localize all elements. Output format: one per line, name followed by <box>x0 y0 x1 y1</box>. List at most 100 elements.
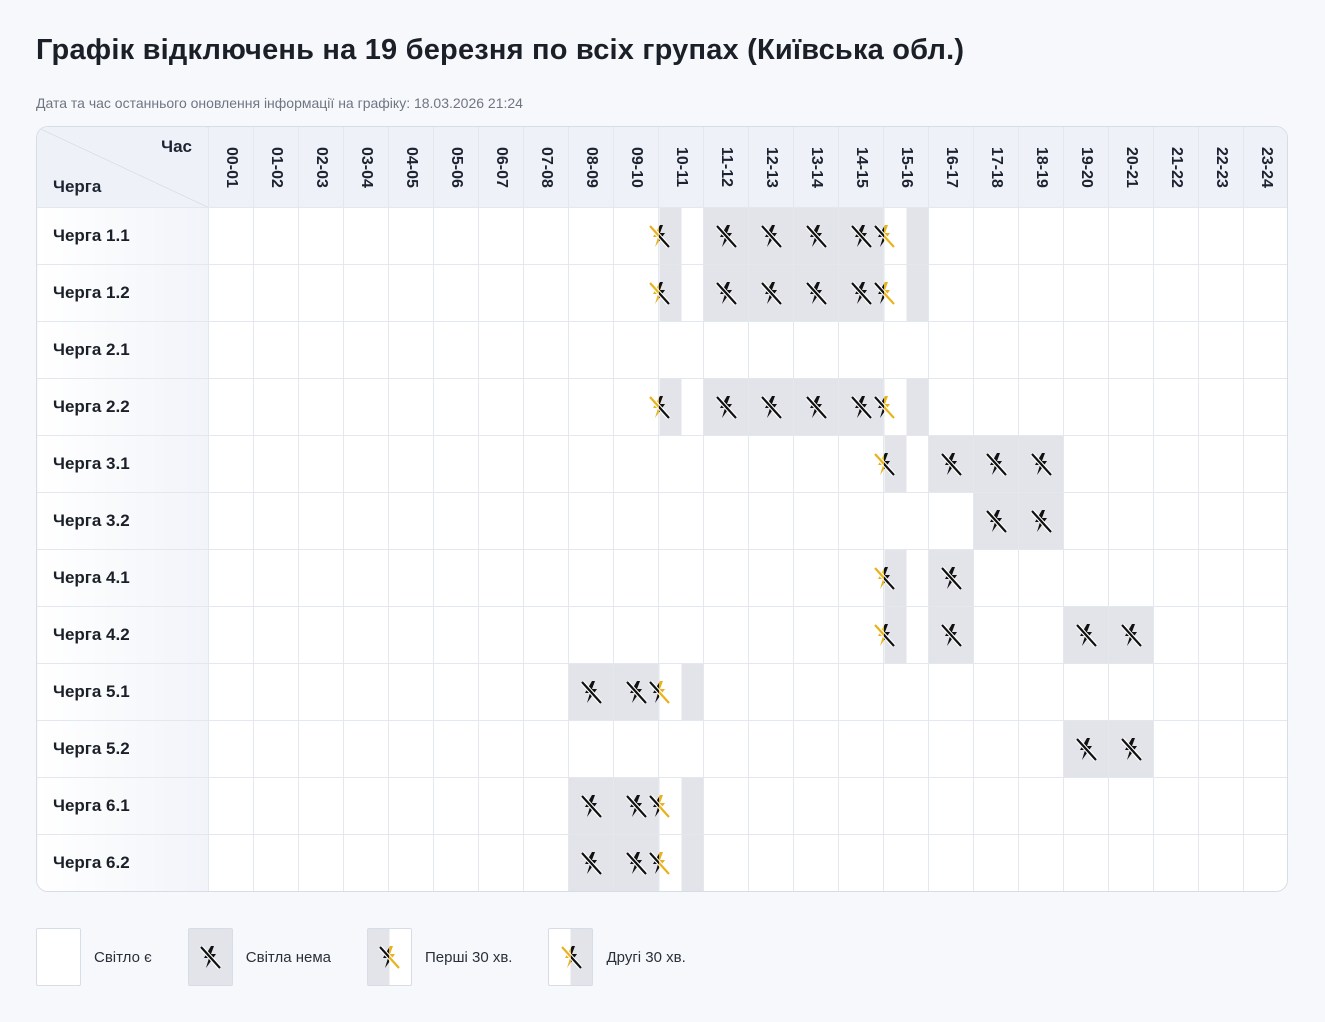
power-on-cell <box>1243 549 1287 607</box>
power-on-cell <box>208 720 254 778</box>
power-off-cell <box>1063 720 1109 778</box>
power-on-cell <box>343 207 389 265</box>
legend: Світло є Світла нема Пер <box>36 928 722 986</box>
hour-header: 22-23 <box>1198 127 1244 208</box>
power-on-cell <box>523 207 569 265</box>
legend-item: Світла нема <box>187 928 331 986</box>
power-on-cell <box>748 321 794 379</box>
power-on-cell <box>1153 777 1199 835</box>
power-on-cell <box>613 207 659 265</box>
power-on-cell <box>523 606 569 664</box>
power-on-cell <box>388 492 434 550</box>
power-on-cell <box>343 720 389 778</box>
hour-header-label: 07-08 <box>538 146 555 188</box>
partial-outage-icon <box>873 452 896 477</box>
partial-outage-icon <box>648 794 671 819</box>
power-on-cell <box>568 549 614 607</box>
power-on-cell <box>1243 777 1287 835</box>
power-on-cell <box>343 321 389 379</box>
power-on-cell <box>1108 207 1154 265</box>
no-power-icon <box>805 281 828 306</box>
power-on-cell <box>523 435 569 493</box>
table-row: Черга 5.1 <box>37 663 1287 721</box>
no-power-icon <box>1120 737 1143 762</box>
power-on-cell <box>1108 492 1154 550</box>
first-half-outage-cell <box>873 264 929 322</box>
power-on-cell <box>253 777 299 835</box>
power-on-cell <box>568 207 614 265</box>
power-on-cell <box>343 606 389 664</box>
power-on-cell <box>433 378 479 436</box>
table-row: Черга 2.1 <box>37 321 1287 379</box>
second-half-outage-cell <box>873 549 929 607</box>
power-on-cell <box>1198 378 1244 436</box>
power-on-cell <box>1108 834 1154 891</box>
hour-header: 05-06 <box>433 127 479 208</box>
power-on-cell <box>658 549 704 607</box>
queue-label: Черга 4.1 <box>37 549 209 607</box>
hour-header-label: 22-23 <box>1213 146 1230 188</box>
power-on-cell <box>253 720 299 778</box>
power-on-cell <box>1243 663 1287 721</box>
no-power-icon <box>715 395 738 420</box>
no-power-icon <box>985 509 1008 534</box>
power-on-cell <box>253 207 299 265</box>
power-on-cell <box>1063 378 1109 436</box>
hour-header: 14-15 <box>838 127 884 208</box>
hour-header: 02-03 <box>298 127 344 208</box>
power-on-cell <box>613 606 659 664</box>
power-on-cell <box>478 720 524 778</box>
power-on-cell <box>1153 606 1199 664</box>
power-on-cell <box>298 435 344 493</box>
hour-header-label: 13-14 <box>808 146 825 188</box>
power-on-cell <box>253 606 299 664</box>
hour-header: 07-08 <box>523 127 569 208</box>
power-on-cell <box>658 720 704 778</box>
hour-header-label: 00-01 <box>223 146 240 188</box>
power-on-cell <box>298 663 344 721</box>
power-on-cell <box>1018 720 1064 778</box>
power-on-cell <box>748 834 794 891</box>
hour-header-label: 03-04 <box>358 146 375 188</box>
hour-header-label: 12-13 <box>763 146 780 188</box>
partial-outage-icon <box>560 945 583 970</box>
power-on-cell <box>208 207 254 265</box>
power-on-cell <box>973 549 1019 607</box>
power-on-cell <box>1063 492 1109 550</box>
queue-label: Черга 3.2 <box>37 492 209 550</box>
power-on-cell <box>703 663 749 721</box>
power-on-cell <box>208 834 254 891</box>
table-row: Черга 4.1 <box>37 549 1287 607</box>
power-on-cell <box>973 777 1019 835</box>
power-off-cell <box>838 264 884 322</box>
power-on-cell <box>343 549 389 607</box>
power-on-cell <box>1063 207 1109 265</box>
power-on-cell <box>703 777 749 835</box>
no-power-icon <box>985 452 1008 477</box>
partial-outage-icon <box>648 851 671 876</box>
partial-outage-icon <box>873 395 896 420</box>
power-on-cell <box>523 549 569 607</box>
power-on-cell <box>388 321 434 379</box>
power-on-cell <box>748 435 794 493</box>
power-on-cell <box>703 549 749 607</box>
power-on-cell <box>1243 321 1287 379</box>
power-on-cell <box>1108 777 1154 835</box>
power-on-cell <box>208 378 254 436</box>
power-on-cell <box>298 492 344 550</box>
hour-header-label: 19-20 <box>1078 146 1095 188</box>
power-on-cell <box>388 549 434 607</box>
power-on-cell <box>1108 264 1154 322</box>
no-power-icon <box>805 224 828 249</box>
legend-swatch <box>366 928 412 986</box>
power-on-cell <box>523 663 569 721</box>
power-on-cell <box>1153 207 1199 265</box>
power-on-cell <box>523 720 569 778</box>
hour-header: 03-04 <box>343 127 389 208</box>
hour-header: 00-01 <box>208 127 254 208</box>
hour-header: 04-05 <box>388 127 434 208</box>
hour-header: 17-18 <box>973 127 1019 208</box>
legend-swatch <box>187 928 233 986</box>
legend-item: Перші 30 хв. <box>366 928 512 986</box>
hour-header: 21-22 <box>1153 127 1199 208</box>
